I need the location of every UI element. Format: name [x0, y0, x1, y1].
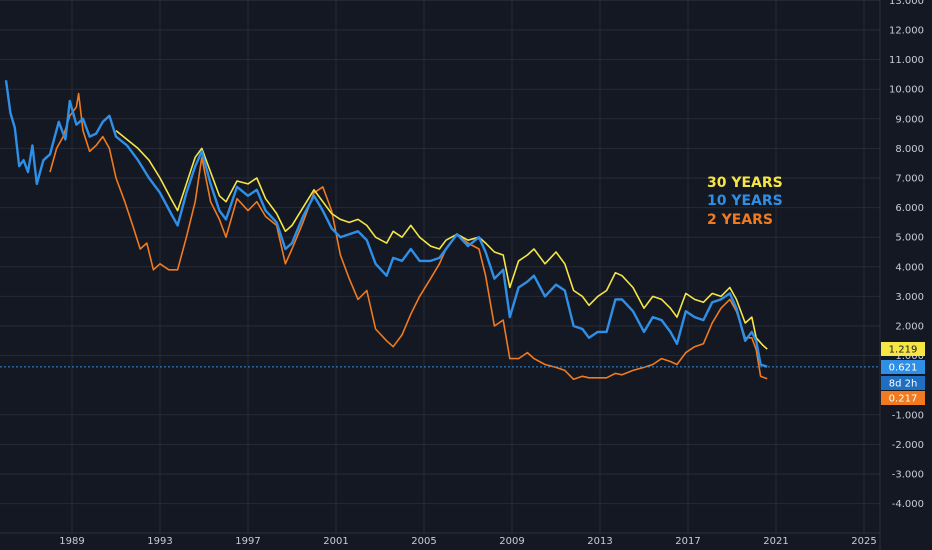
y-tick-label: 6.000 [895, 203, 924, 214]
y-tick-label: 1.000 [895, 351, 924, 362]
y-tick-label: 4.000 [895, 262, 924, 273]
y-tick-label: 12.000 [889, 26, 924, 37]
tag-countdown: 8d 2h [881, 376, 925, 390]
x-tick-label: 2025 [851, 536, 876, 547]
x-tick-label: 2009 [499, 536, 524, 547]
series-line-10-years [4, 80, 768, 368]
x-tick-label: 2001 [323, 536, 348, 547]
x-tick-label: 2013 [587, 536, 612, 547]
tag-countdown-bg [881, 376, 925, 390]
x-tick-label: 1997 [235, 536, 260, 547]
y-tick-label: 5.000 [895, 233, 924, 244]
tag-2-years-label: 0.217 [889, 394, 918, 405]
y-tick-label: -2.000 [892, 440, 924, 451]
y-tick-label: 11.000 [889, 55, 924, 66]
series-line-2-years [49, 92, 768, 381]
tag-10-years: 0.621 [881, 360, 925, 374]
tag-10-years-label: 0.621 [889, 363, 918, 374]
y-tick-label: 9.000 [895, 114, 924, 125]
x-tick-label: 2005 [411, 536, 436, 547]
legend-entry-2-years: 2 YEARS [707, 212, 773, 228]
x-tick-label: 1989 [59, 536, 84, 547]
last-value-tags: 1.219 0.621 8d 2h 0.217 [881, 342, 925, 405]
y-tick-label: -4.000 [892, 499, 924, 510]
x-tick-label: 2017 [675, 536, 700, 547]
y-tick-label: 8.000 [895, 144, 924, 155]
tag-10-years-bg [881, 360, 925, 374]
series-lines [4, 80, 768, 381]
tag-30-years-bg [881, 342, 925, 356]
tag-2-years: 0.217 [881, 391, 925, 405]
tag-30-years-label: 1.219 [889, 345, 918, 356]
y-tick-label: 13.000 [889, 0, 924, 7]
y-tick-label: 10.000 [889, 85, 924, 96]
y-tick-label: 3.000 [895, 292, 924, 303]
y-tick-label: -3.000 [892, 470, 924, 481]
tag-30-years: 1.219 [881, 342, 925, 356]
x-axis: 1989 1993 1997 2001 2005 2009 2013 2017 2021 2025 [59, 536, 876, 547]
legend-entry-30-years: 30 YEARS [707, 175, 783, 191]
series-line-30-years [115, 129, 768, 350]
y-tick-label: -1.000 [892, 410, 924, 421]
legend: 30 YEARS 10 YEARS 2 YEARS [707, 175, 783, 228]
grid [0, 0, 881, 550]
tag-2-years-bg [881, 391, 925, 405]
y-axis: 13.000 12.000 11.000 10.000 9.000 8.000 7.000 6… [889, 0, 924, 510]
y-tick-label: 2.000 [895, 322, 924, 333]
legend-entry-10-years: 10 YEARS [707, 193, 783, 209]
x-tick-label: 1993 [147, 536, 172, 547]
y-tick-label: 7.000 [895, 174, 924, 185]
tag-countdown-label: 8d 2h [889, 379, 918, 390]
x-tick-label: 2021 [763, 536, 788, 547]
